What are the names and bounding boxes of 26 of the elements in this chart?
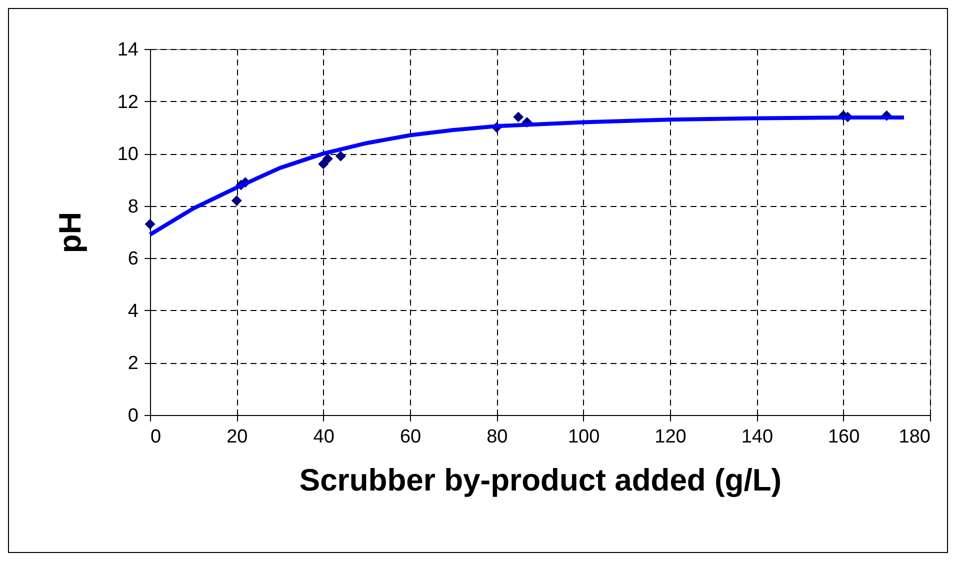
point xyxy=(513,112,524,122)
point xyxy=(144,218,156,230)
y-tick-label: 8 xyxy=(128,196,138,218)
y-axis-title: pH xyxy=(52,212,88,254)
point xyxy=(335,150,346,162)
x-tick-label: 80 xyxy=(486,426,508,448)
x-tick-label: 160 xyxy=(828,426,860,448)
point xyxy=(318,158,329,170)
x-axis-title: Scrubber by-product added (g/L) xyxy=(299,462,782,498)
y-tick-label: 2 xyxy=(128,353,138,374)
point xyxy=(231,195,242,206)
x-tick-label: 60 xyxy=(400,426,422,448)
x-tick-label: 140 xyxy=(741,426,774,448)
x-tick-label: 100 xyxy=(568,426,600,448)
x-tick-label: 120 xyxy=(654,426,686,448)
y-tick-label: 6 xyxy=(128,248,138,270)
y-tick-label: 12 xyxy=(117,92,138,113)
point xyxy=(322,154,333,164)
x-tick-label: 20 xyxy=(226,426,248,448)
x-tick-label: 40 xyxy=(313,426,334,448)
x-tick-label: 180 xyxy=(898,426,930,448)
y-tick-label: 14 xyxy=(117,40,139,60)
y-tick-label: 0 xyxy=(128,406,138,426)
x-tick-label: 0 xyxy=(150,426,162,448)
y-tick-label: 4 xyxy=(128,300,139,322)
y-tick-label: 10 xyxy=(117,144,138,166)
